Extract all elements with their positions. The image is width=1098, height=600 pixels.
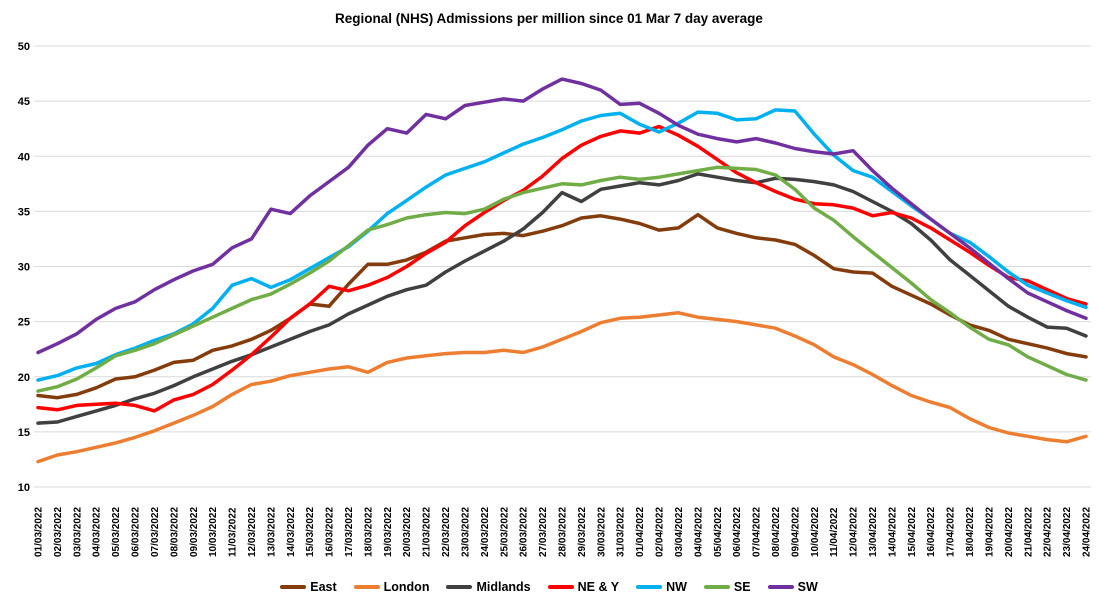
- x-tick-label-29: 30/03/2022: [596, 507, 607, 557]
- x-tick-label-0: 01/03/2022: [34, 507, 45, 557]
- x-tick-label-14: 15/03/2022: [305, 507, 316, 557]
- legend-swatch-london: [353, 585, 380, 589]
- legend-item-se: SE: [703, 580, 751, 594]
- series-line-london: [36, 311, 1088, 464]
- legend-label-london: London: [383, 580, 430, 594]
- x-tick-label-39: 09/04/2022: [790, 507, 801, 557]
- x-tick-label-44: 14/04/2022: [887, 507, 898, 557]
- x-tick-label-49: 19/04/2022: [985, 507, 996, 557]
- x-tick-label-24: 25/03/2022: [499, 507, 510, 557]
- x-tick-label-25: 26/03/2022: [519, 507, 530, 557]
- y-tick-label-35: 35: [18, 206, 30, 218]
- y-tick-label-20: 20: [18, 372, 30, 384]
- x-axis-labels: 01/03/2022 02/03/2022 03/03/2022 04/03/2022…: [34, 507, 1093, 557]
- x-tick-label-2: 03/03/2022: [72, 507, 83, 557]
- y-tick-label-25: 25: [18, 317, 30, 329]
- chart-title: Regional (NHS) Admissions per million si…: [335, 11, 763, 26]
- x-tick-label-17: 18/03/2022: [363, 507, 374, 557]
- x-tick-label-33: 03/04/2022: [674, 507, 685, 557]
- x-tick-label-6: 07/03/2022: [150, 507, 161, 557]
- x-tick-label-11: 12/03/2022: [247, 507, 258, 557]
- x-tick-label-41: 11/04/2022: [829, 507, 840, 557]
- x-tick-label-18: 19/03/2022: [383, 507, 394, 557]
- x-tick-label-4: 05/03/2022: [111, 507, 122, 557]
- x-tick-label-48: 18/04/2022: [965, 507, 976, 557]
- x-tick-label-10: 11/03/2022: [228, 507, 239, 557]
- x-tick-label-46: 16/04/2022: [926, 507, 937, 557]
- x-tick-label-31: 01/04/2022: [635, 507, 646, 557]
- legend-swatch-nw: [636, 585, 663, 589]
- series-line-east: [36, 212, 1088, 400]
- x-tick-label-38: 08/04/2022: [771, 507, 782, 557]
- x-tick-label-19: 20/03/2022: [402, 507, 413, 557]
- series-line-ne-y: [36, 124, 1088, 413]
- x-tick-label-43: 13/04/2022: [868, 507, 879, 557]
- series-line-sw: [36, 77, 1088, 355]
- x-tick-label-35: 05/04/2022: [713, 507, 724, 557]
- x-tick-label-53: 23/04/2022: [1062, 507, 1073, 557]
- legend-swatch-midlands: [446, 585, 473, 589]
- legend-label-east: East: [310, 580, 337, 594]
- y-tick-label-50: 50: [18, 41, 30, 53]
- x-tick-label-7: 08/03/2022: [169, 507, 180, 557]
- y-axis-labels: 10 15 20 25 30 35 40 45 50: [18, 41, 30, 494]
- x-tick-label-8: 09/03/2022: [189, 507, 200, 557]
- x-tick-label-37: 07/04/2022: [752, 507, 763, 557]
- x-tick-label-40: 10/04/2022: [810, 507, 821, 557]
- x-tick-label-47: 17/04/2022: [946, 507, 957, 557]
- legend-swatch-sw: [767, 585, 794, 589]
- legend-item-midlands: Midlands: [446, 580, 531, 594]
- legend-label-sw: SW: [797, 580, 818, 594]
- x-tick-label-32: 02/04/2022: [655, 507, 666, 557]
- legend-item-ne-y: NE & Y: [547, 580, 620, 594]
- series-lines: [36, 77, 1088, 464]
- legend-item-east: East: [280, 580, 337, 594]
- x-tick-label-54: 24/04/2022: [1082, 507, 1093, 557]
- x-tick-label-36: 06/04/2022: [732, 507, 743, 557]
- gridlines: [34, 45, 1091, 488]
- y-tick-label-30: 30: [18, 262, 30, 274]
- x-tick-label-12: 13/03/2022: [266, 507, 277, 557]
- legend-swatch-ne-y: [547, 585, 574, 589]
- x-tick-label-42: 12/04/2022: [849, 507, 860, 557]
- x-tick-label-1: 02/03/2022: [53, 507, 64, 557]
- legend-label-midlands: Midlands: [476, 580, 531, 594]
- x-tick-label-26: 27/03/2022: [538, 507, 549, 557]
- legend-swatch-east: [280, 585, 307, 589]
- series-line-se: [36, 165, 1088, 393]
- x-tick-label-34: 04/04/2022: [693, 507, 704, 557]
- y-tick-label-40: 40: [18, 151, 30, 163]
- x-tick-label-28: 29/03/2022: [577, 507, 588, 557]
- x-tick-label-21: 22/03/2022: [441, 507, 452, 557]
- x-tick-label-30: 31/03/2022: [616, 507, 627, 557]
- x-tick-label-45: 15/04/2022: [907, 507, 918, 557]
- legend-item-sw: SW: [767, 580, 818, 594]
- x-tick-label-51: 21/04/2022: [1023, 507, 1034, 557]
- x-tick-label-16: 17/03/2022: [344, 507, 355, 557]
- legend-label-nw: NW: [666, 580, 687, 594]
- x-tick-label-9: 10/03/2022: [208, 507, 219, 557]
- legend-label-ne-y: NE & Y: [577, 580, 620, 594]
- legend-item-nw: NW: [636, 580, 687, 594]
- legend-swatch-se: [703, 585, 730, 589]
- y-tick-label-10: 10: [18, 482, 30, 494]
- x-tick-label-50: 20/04/2022: [1004, 507, 1015, 557]
- x-tick-label-23: 24/03/2022: [480, 507, 491, 557]
- y-tick-label-15: 15: [18, 427, 30, 439]
- x-tick-label-22: 23/03/2022: [461, 507, 472, 557]
- series-line-midlands: [36, 172, 1088, 425]
- x-tick-label-52: 22/04/2022: [1043, 507, 1054, 557]
- x-tick-label-3: 04/03/2022: [92, 507, 103, 557]
- legend-label-se: SE: [733, 580, 751, 594]
- x-tick-label-20: 21/03/2022: [422, 507, 433, 557]
- x-tick-label-5: 06/03/2022: [131, 507, 142, 557]
- x-tick-label-27: 28/03/2022: [558, 507, 569, 557]
- x-tick-label-13: 14/03/2022: [286, 507, 297, 557]
- x-tick-label-15: 16/03/2022: [325, 507, 336, 557]
- legend-item-london: London: [353, 580, 430, 594]
- chart-legend: East London Midlands NE & Y NW SE SW: [0, 580, 1098, 594]
- y-tick-label-45: 45: [18, 96, 30, 108]
